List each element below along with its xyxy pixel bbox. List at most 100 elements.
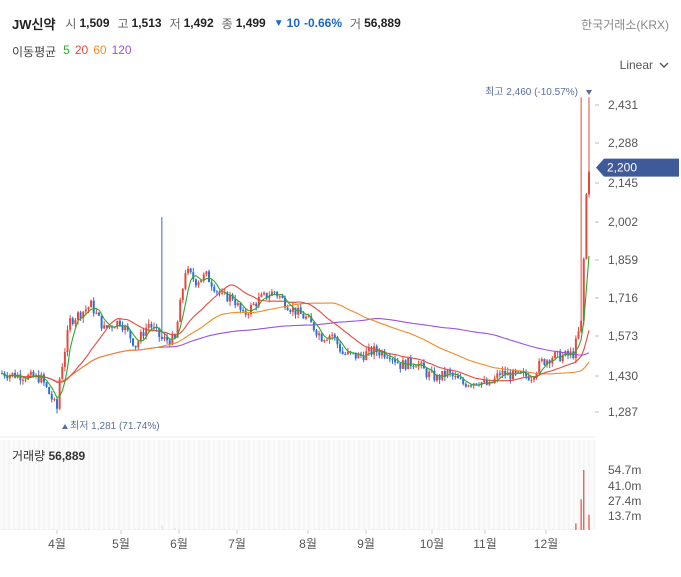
volume-bar xyxy=(187,529,189,530)
candle-body xyxy=(166,336,169,341)
candle-body xyxy=(221,292,224,294)
candle-body xyxy=(388,357,391,360)
volume-bar xyxy=(454,529,456,530)
candle-body xyxy=(202,274,205,281)
volume-bar xyxy=(415,529,417,531)
volume-bar xyxy=(53,529,56,530)
low-value: 1,492 xyxy=(183,16,214,30)
volume-bar xyxy=(473,529,475,531)
candle-body xyxy=(231,294,234,300)
volume-bar xyxy=(108,529,111,530)
volume-bar xyxy=(567,529,569,530)
volume-bar xyxy=(100,529,103,531)
candle-body xyxy=(522,372,525,374)
candle-body xyxy=(438,375,441,380)
candle-body xyxy=(320,333,323,342)
time-axis-label: 6월 xyxy=(170,537,188,551)
stock-name[interactable]: JW신약 xyxy=(12,16,56,32)
open-value: 1,509 xyxy=(79,16,110,30)
volume-label: 거 xyxy=(350,16,362,31)
candle-body xyxy=(433,370,436,381)
moving-average-legend: 이동평균 5 20 60 120 xyxy=(12,43,132,60)
volume-bar xyxy=(315,529,318,530)
volume-bar xyxy=(381,529,383,530)
candle-body xyxy=(8,375,11,379)
volume-bar xyxy=(271,529,273,530)
volume-bar xyxy=(218,529,221,530)
chevron-down-icon xyxy=(659,62,669,68)
candle-body xyxy=(79,312,82,319)
volume-bar xyxy=(224,529,226,530)
volume-bar xyxy=(347,529,349,531)
candle-body xyxy=(145,327,148,337)
candle-body xyxy=(100,315,103,329)
ma-120[interactable]: 120 xyxy=(111,43,132,57)
volume-bar xyxy=(470,529,472,530)
scale-mode-dropdown[interactable]: Linear xyxy=(620,58,669,72)
volume-tick-label: 41.0m xyxy=(608,479,641,493)
time-axis-label: 9월 xyxy=(357,537,375,551)
volume-bar xyxy=(182,529,184,530)
change-value: 10 xyxy=(286,16,300,30)
candle-body xyxy=(527,376,530,381)
candle-body xyxy=(315,330,318,336)
candle-body xyxy=(561,355,564,362)
volume-bar xyxy=(38,529,40,530)
candle-body xyxy=(268,295,271,299)
down-arrow-icon: ▼ xyxy=(273,17,284,29)
volume-bar xyxy=(17,529,19,530)
time-axis-label: 12월 xyxy=(534,537,558,551)
volume-bar xyxy=(116,529,118,531)
volume-bar xyxy=(504,529,506,531)
volume-bar xyxy=(190,529,192,530)
price-tick-label: 1,716 xyxy=(608,291,638,305)
volume-bar xyxy=(226,529,228,531)
volume-bar xyxy=(541,529,543,531)
ma-60[interactable]: 60 xyxy=(93,43,107,57)
volume-bar xyxy=(72,529,74,530)
ma-5[interactable]: 5 xyxy=(63,43,70,57)
volume-bar xyxy=(391,529,394,530)
volume-bar xyxy=(313,529,315,530)
candle-body xyxy=(137,341,140,348)
candle-body xyxy=(312,322,315,331)
volume-bar xyxy=(410,529,412,530)
candle-body xyxy=(289,310,292,312)
volume-bar xyxy=(124,529,126,530)
volume-bar xyxy=(45,529,48,530)
candle-body xyxy=(187,268,190,274)
volume-bar xyxy=(535,529,538,530)
volume-bar xyxy=(98,529,100,530)
volume-bar xyxy=(562,529,564,531)
candle-body xyxy=(297,307,300,315)
candle-body xyxy=(32,371,35,377)
volume-bar xyxy=(43,529,45,530)
volume-bar xyxy=(232,529,234,531)
candle-body xyxy=(103,325,106,329)
candle-body xyxy=(179,300,182,322)
exchange-label: 한국거래소(KRX) xyxy=(581,18,669,32)
candle-body xyxy=(276,292,279,297)
close-value: 1,499 xyxy=(235,16,266,30)
volume-bar xyxy=(331,529,333,530)
candle-body xyxy=(585,194,588,259)
candle-body xyxy=(184,273,187,289)
volume-bar xyxy=(221,529,223,530)
candle-body xyxy=(234,299,237,306)
volume-bar xyxy=(237,529,239,530)
volume-bar xyxy=(334,529,336,530)
ma-20[interactable]: 20 xyxy=(74,43,89,57)
candle-body xyxy=(346,351,349,355)
candle-body xyxy=(459,378,462,380)
candle-body xyxy=(205,271,208,275)
candle-body xyxy=(378,352,381,356)
low-marker-label: 최저 1,281 (71.74%) xyxy=(70,420,160,432)
candle-body xyxy=(56,399,59,409)
volume-bar xyxy=(263,529,265,530)
volume-bar xyxy=(276,529,278,530)
volume-bar xyxy=(279,529,281,531)
candle-body xyxy=(454,375,457,377)
candle-body xyxy=(501,370,504,375)
volume-bar xyxy=(56,529,58,530)
candle-body xyxy=(192,272,195,280)
